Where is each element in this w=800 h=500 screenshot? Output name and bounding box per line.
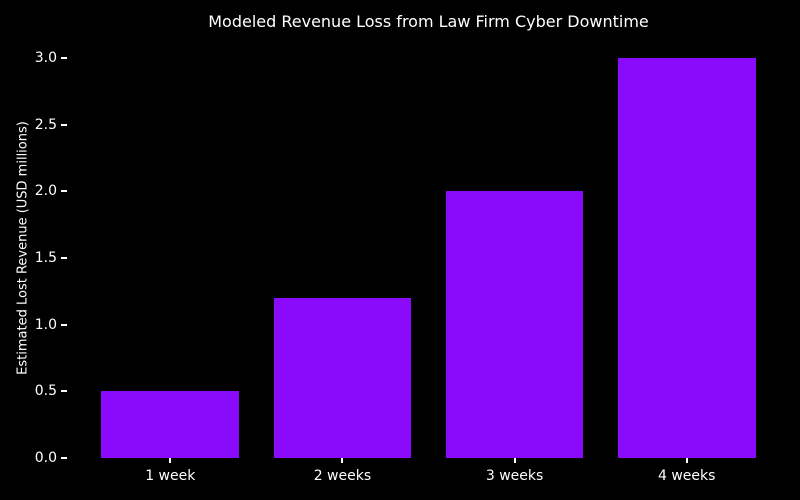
x-tick xyxy=(169,458,172,463)
bar xyxy=(445,191,584,458)
bar xyxy=(617,58,756,458)
x-tick xyxy=(513,458,516,463)
x-tick-label: 2 weeks xyxy=(313,468,372,484)
x-tick-label: 3 weeks xyxy=(485,468,544,484)
y-tick xyxy=(61,123,67,126)
plot-area: 1 week 2 weeks 3 weeks 4 weeks 0.0 0.5 1.0 1.5 2… xyxy=(35,38,790,484)
y-tick-label: 0.0 xyxy=(34,450,57,466)
y-tick-label: 0.5 xyxy=(34,383,57,400)
bar xyxy=(273,298,412,458)
y-tick xyxy=(61,390,67,393)
y-tick xyxy=(61,57,67,59)
y-tick-label: 2.0 xyxy=(34,183,57,200)
y-tick-label: 2.5 xyxy=(34,116,57,133)
x-tick-label: 1 week xyxy=(145,468,196,484)
y-tick-label: 3.0 xyxy=(34,50,57,66)
y-axis-label: Estimated Lost Revenue (USD millions) xyxy=(15,121,31,375)
chart-title: Modeled Revenue Loss from Law Firm Cyber… xyxy=(208,12,649,31)
y-tick-label: 1.5 xyxy=(34,250,57,266)
y-tick xyxy=(61,190,67,193)
x-tick xyxy=(685,458,688,463)
bar xyxy=(101,391,240,458)
y-tick-label: 1.0 xyxy=(34,316,57,333)
x-tick-label: 4 weeks xyxy=(657,468,716,484)
x-tick xyxy=(341,458,344,463)
y-tick xyxy=(61,457,67,459)
y-tick xyxy=(61,323,67,326)
y-tick xyxy=(61,257,67,259)
